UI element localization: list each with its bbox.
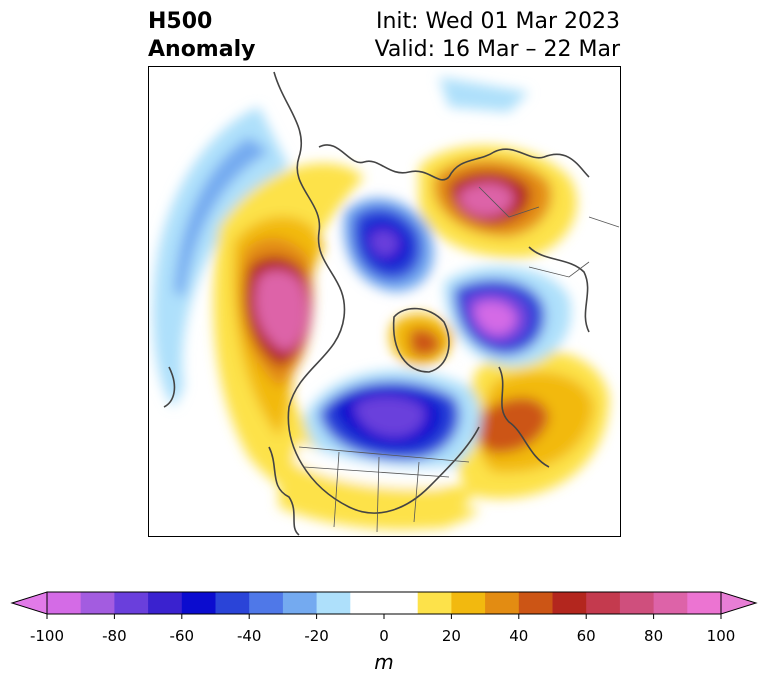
anomaly-map-svg [153, 71, 620, 536]
colorbar-swatch [417, 592, 452, 614]
colorbar-tick-label: 20 [441, 627, 461, 645]
anomaly-contours [153, 77, 609, 530]
colorbar: -100 -80 -60 -40 -20 0 20 40 60 80 100 m [0, 580, 768, 680]
colorbar-swatch [47, 592, 82, 614]
negative-ring-northeast [439, 77, 529, 112]
trough-europe-peak [473, 300, 517, 336]
colorbar-tick-label: -80 [102, 627, 127, 645]
colorbar-swatch [518, 592, 553, 614]
map-title: H500 Anomaly [148, 8, 255, 64]
colorbar-swatch [586, 592, 621, 614]
colorbar-swatch [181, 592, 216, 614]
coastlines [163, 71, 590, 536]
colorbar-tick-label: -100 [29, 627, 65, 645]
negative-ring-west-inner [174, 137, 269, 297]
colorbar-swatch [350, 592, 385, 614]
map-timing: Init: Wed 01 Mar 2023 Valid: 16 Mar – 22… [375, 8, 620, 64]
colorbar-swatch [451, 592, 486, 614]
colorbar-swatch [384, 592, 419, 614]
colorbar-unit: m [374, 650, 394, 674]
colorbar-svg [10, 591, 758, 619]
colorbar-extend-min [10, 591, 48, 615]
valid-range: Valid: 16 Mar – 22 Mar [374, 37, 620, 62]
neutral-band-us [294, 442, 449, 489]
title-variable: H500 [148, 9, 213, 34]
colorbar-swatch [316, 592, 351, 614]
colorbar-tick-label: 80 [644, 627, 664, 645]
negative-ring-west [153, 107, 289, 407]
colorbar-tick-label: 60 [576, 627, 596, 645]
colorbar-swatch [619, 592, 655, 614]
colorbar-swatch [249, 592, 284, 614]
ridge-greenland-core [409, 328, 441, 357]
colorbar-extend-max [720, 591, 758, 615]
colorbar-tick-label: 0 [379, 627, 389, 645]
colorbar-swatch [552, 592, 587, 614]
colorbar-swatch [215, 592, 250, 614]
colorbar-tick-label: 100 [706, 627, 736, 645]
init-date: Init: Wed 01 Mar 2023 [375, 9, 620, 34]
trough-canada-peak [354, 396, 426, 437]
colorbar-swatch [80, 592, 115, 614]
colorbar-swatch [485, 592, 520, 614]
trough-arctic-peak [370, 230, 399, 257]
political-borders [298, 186, 620, 533]
title-field: Anomaly [148, 37, 256, 62]
colorbar-tick-label: 40 [509, 627, 529, 645]
ridge-west-core3 [255, 270, 308, 352]
colorbar-tick-label: -60 [169, 627, 195, 645]
ridge-pacific-outer [279, 467, 479, 530]
colorbar-swatch [687, 592, 722, 614]
colorbar-swatch [148, 592, 183, 614]
colorbar-swatch [114, 592, 149, 614]
colorbar-swatch [653, 592, 688, 614]
colorbar-tick-label: -40 [236, 627, 262, 645]
colorbar-swatch [282, 592, 318, 614]
colorbar-tick-label: -20 [304, 627, 329, 645]
anomaly-map [148, 66, 621, 537]
